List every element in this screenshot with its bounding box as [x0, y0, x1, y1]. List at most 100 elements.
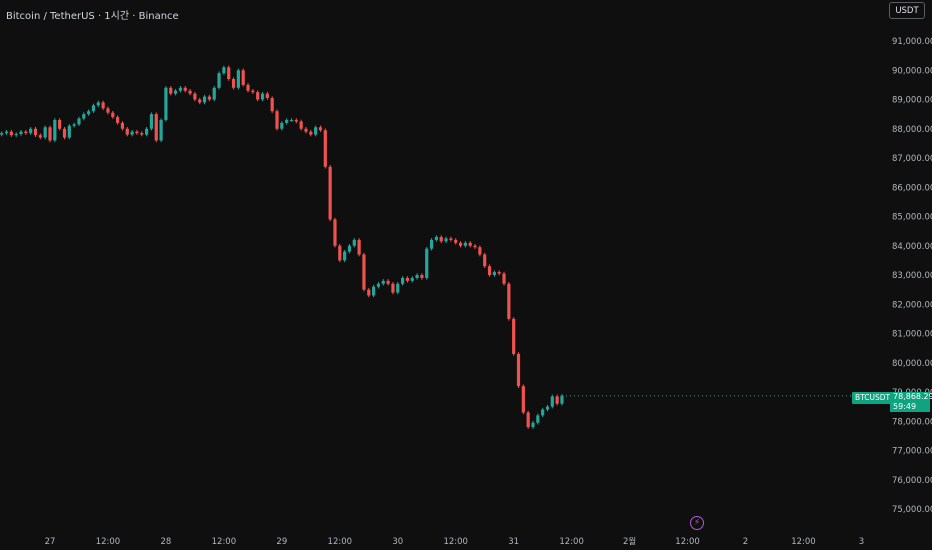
candle-body	[507, 283, 511, 319]
x-tick-label: 12:00	[212, 537, 237, 547]
candle-body	[396, 283, 400, 293]
candle-body	[429, 239, 434, 249]
candle-body	[91, 105, 96, 112]
candle-body	[541, 409, 545, 416]
candle-body	[246, 84, 250, 91]
candle-body	[444, 238, 448, 242]
candle-body	[101, 102, 105, 109]
candle-body	[473, 245, 477, 248]
candle-body	[188, 90, 192, 94]
candle-body	[400, 277, 405, 284]
candle-body	[33, 128, 38, 136]
candle-body	[415, 275, 419, 278]
candle-body	[231, 79, 236, 88]
candle-body	[343, 251, 347, 261]
candle-body	[478, 247, 482, 255]
candle-body	[458, 242, 463, 246]
candle-body	[531, 422, 535, 428]
x-tick-label: 2월	[623, 536, 636, 547]
y-tick-label: 87,000.00	[892, 154, 932, 164]
candle-body	[357, 239, 361, 255]
candle-body	[381, 280, 385, 284]
y-tick-label: 80,000.00	[892, 359, 932, 369]
candle-body	[487, 266, 492, 275]
x-tick-label: 12:00	[328, 537, 353, 547]
candle-body	[265, 93, 269, 99]
x-tick-label: 31	[508, 537, 519, 547]
candle-body	[67, 125, 71, 138]
y-tick-label: 83,000.00	[892, 271, 932, 281]
candle-body	[328, 166, 332, 220]
candle-body	[323, 130, 327, 167]
candle-body	[449, 238, 453, 240]
candle-body	[256, 92, 260, 100]
candle-body	[516, 353, 521, 387]
candle-body	[425, 248, 429, 278]
candle-body	[512, 318, 516, 354]
y-tick-label: 85,000.00	[892, 213, 932, 223]
candle-body	[140, 133, 144, 135]
candle-body	[289, 119, 294, 121]
y-axis[interactable]: 75,000.0076,000.0077,000.0078,000.0079,0…	[892, 37, 932, 515]
candle-body	[87, 111, 91, 115]
candle-body	[96, 102, 100, 106]
candle-body	[367, 289, 371, 296]
x-tick-label: 12:00	[96, 537, 121, 547]
candle-body	[376, 283, 381, 287]
countdown-label: 59:49	[893, 402, 917, 411]
candle-body	[391, 283, 395, 293]
candles-layer	[0, 65, 888, 429]
lightning-icon[interactable]: ⚡	[690, 516, 704, 530]
candle-body	[492, 272, 496, 275]
candle-body	[497, 272, 501, 274]
last-price-badge: 78,868.29 59:49	[890, 392, 932, 412]
candle-body	[106, 108, 110, 113]
candle-body	[125, 128, 129, 135]
candle-body	[294, 119, 298, 122]
candle-body	[241, 70, 245, 85]
candle-body	[24, 131, 28, 134]
y-tick-label: 81,000.00	[892, 330, 932, 340]
candle-body	[483, 254, 487, 267]
x-tick-label: 12:00	[675, 537, 700, 547]
candle-body	[270, 98, 274, 112]
y-tick-label: 76,000.00	[892, 476, 932, 486]
candle-body	[43, 127, 47, 138]
candle-body	[207, 96, 211, 100]
candle-body	[159, 119, 163, 141]
x-tick-label: 12:00	[443, 537, 468, 547]
candle-body	[309, 131, 313, 135]
candle-body	[77, 118, 81, 125]
candle-body	[0, 133, 4, 135]
y-tick-label: 82,000.00	[892, 300, 932, 310]
candle-body	[550, 396, 554, 407]
candle-body	[526, 412, 530, 428]
candle-body	[48, 127, 52, 141]
candle-body	[183, 87, 187, 91]
candle-body	[135, 131, 139, 134]
currency-button[interactable]: USDT	[889, 2, 925, 19]
candle-body	[178, 87, 183, 91]
x-tick-label: 28	[161, 537, 172, 547]
candle-body	[19, 131, 23, 135]
candle-body	[333, 219, 337, 246]
candle-body	[145, 128, 149, 135]
x-tick-label: 27	[45, 537, 56, 547]
candle-body	[420, 275, 424, 278]
candle-body	[347, 245, 352, 252]
candle-body	[82, 114, 86, 119]
candle-body	[53, 119, 57, 141]
chart-title: Bitcoin / TetherUS · 1시간 · Binance	[6, 11, 179, 22]
candle-body	[280, 122, 284, 129]
candle-body	[372, 286, 376, 296]
candle-body	[217, 73, 221, 88]
x-axis[interactable]: 27 12:00 28 12:00 29 12:00 30 12:00 31 12:00 2월 12:…	[45, 536, 865, 547]
candle-body	[362, 254, 366, 290]
candle-body	[236, 70, 240, 88]
candle-body	[149, 114, 154, 129]
candle-body	[72, 124, 76, 126]
candle-body	[468, 242, 472, 246]
y-tick-label: 78,000.00	[892, 417, 932, 427]
candle-body	[202, 96, 207, 103]
